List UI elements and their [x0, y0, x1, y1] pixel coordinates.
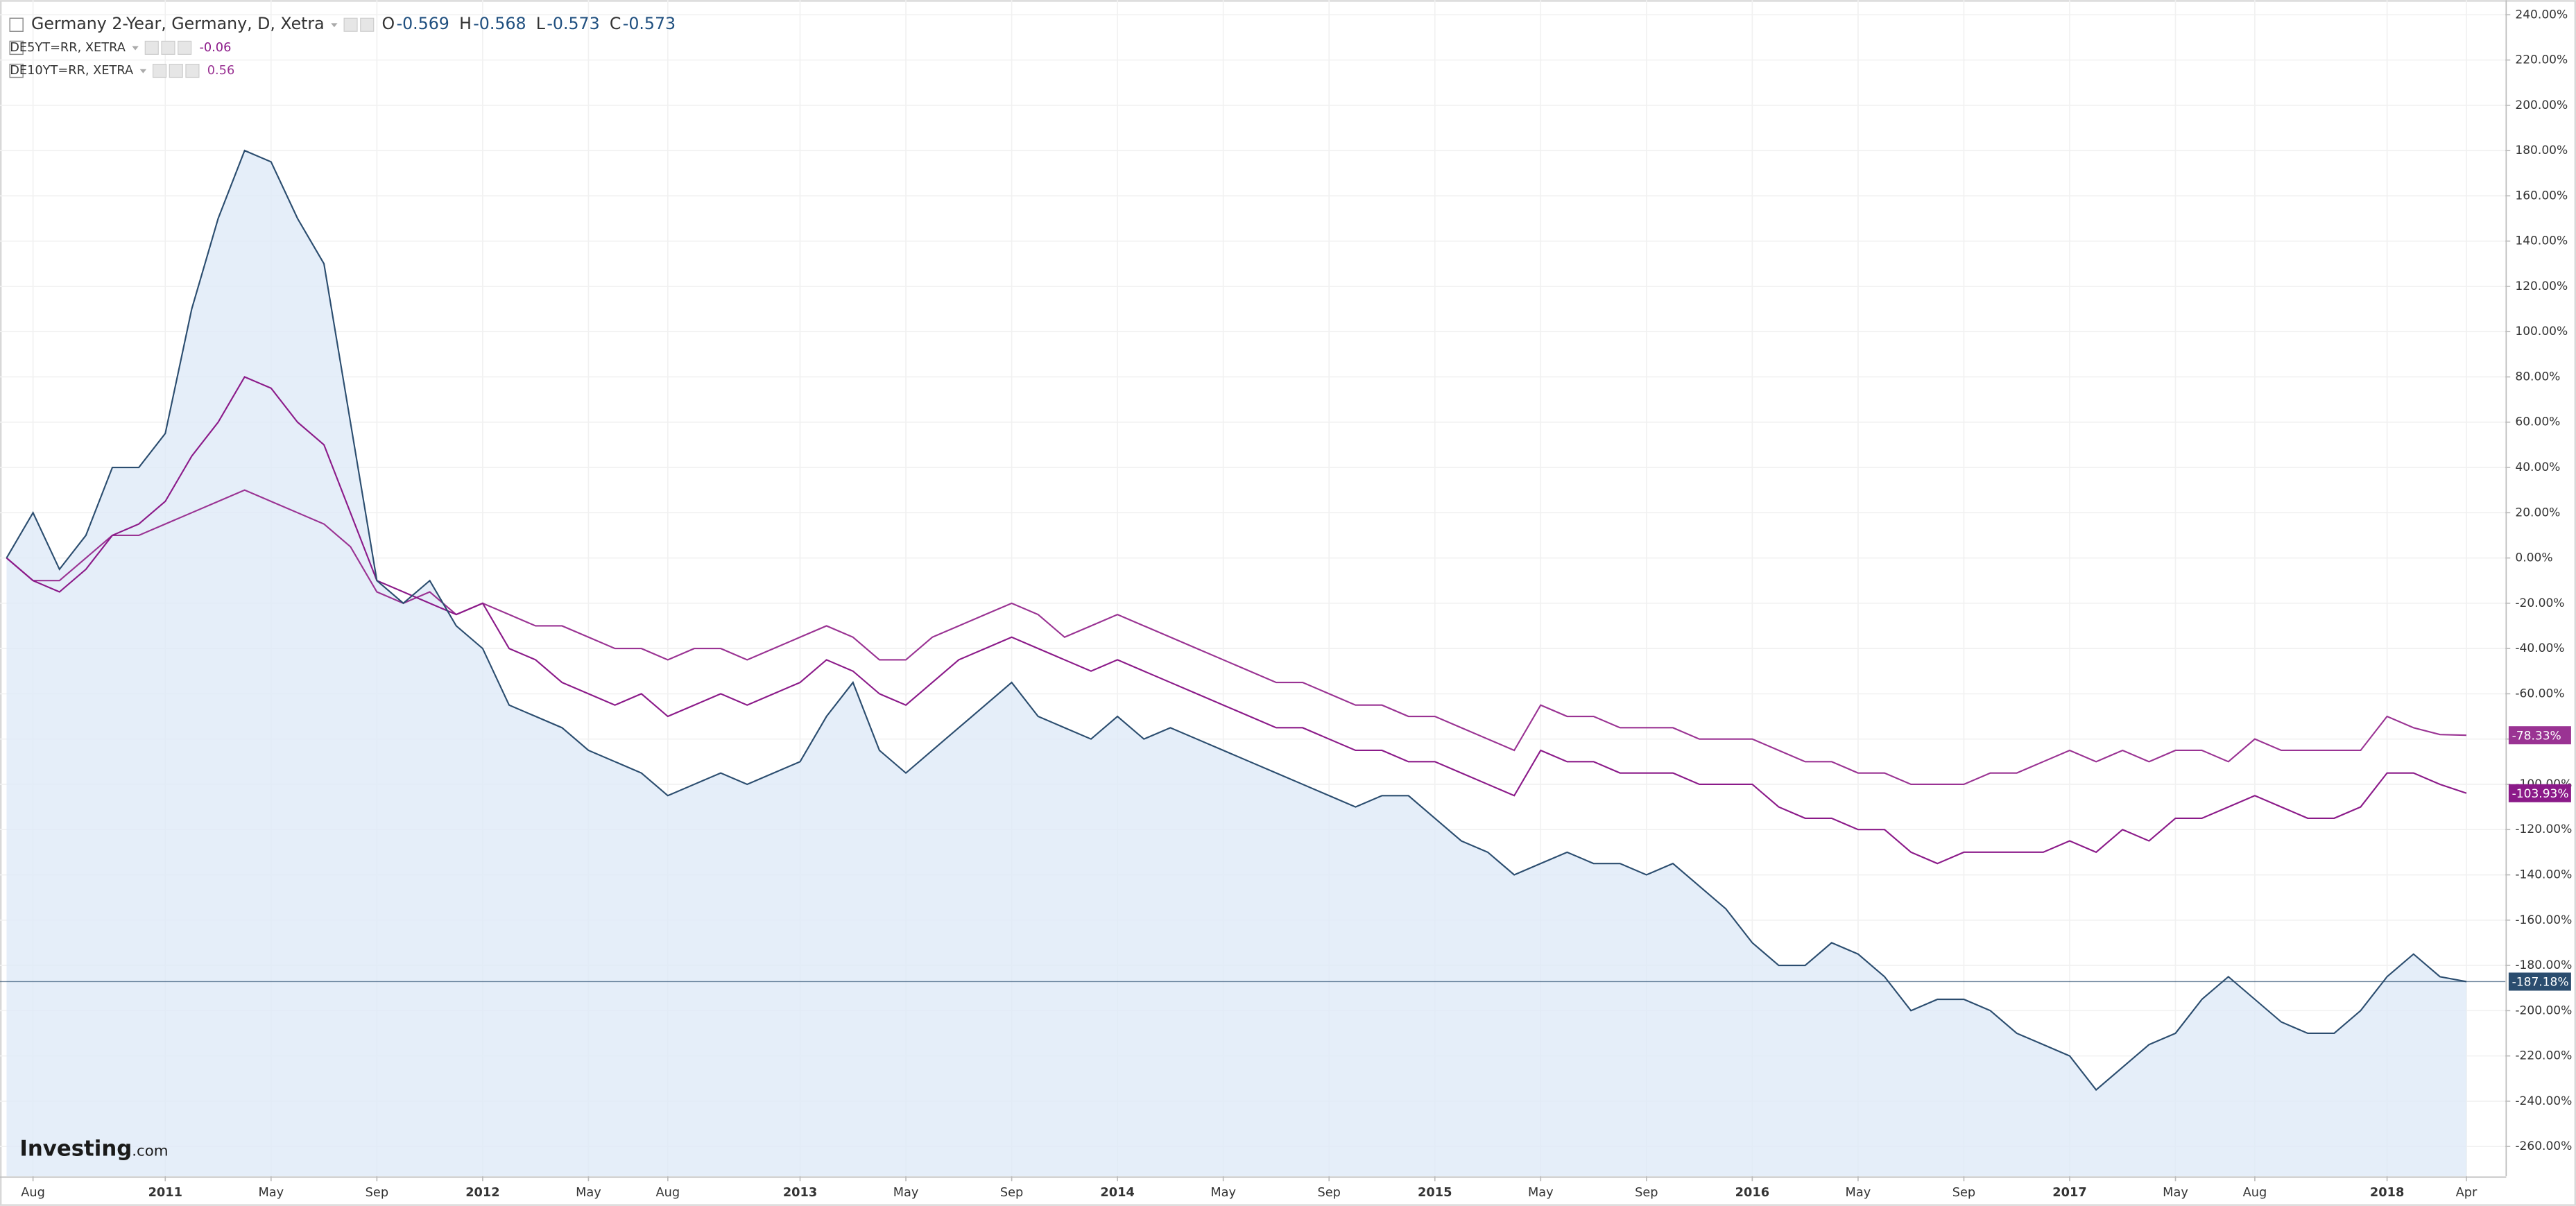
- legend-name: Germany 2-Year, Germany, D, Xetra: [31, 14, 325, 33]
- x-tick-label: Aug: [656, 1186, 680, 1200]
- x-tick-label: Aug: [21, 1186, 45, 1200]
- legend-value: -0.06: [199, 41, 231, 55]
- legend-button[interactable]: [343, 17, 358, 32]
- y-tick-label: -20.00%: [2515, 596, 2564, 610]
- y-tick-label: -120.00%: [2515, 822, 2572, 836]
- y-tick-label: -40.00%: [2515, 641, 2564, 655]
- y-tick-label: 240.00%: [2515, 8, 2568, 21]
- y-tick-label: 40.00%: [2515, 460, 2560, 474]
- x-tick-label: 2013: [783, 1186, 817, 1200]
- end-label-box: [2508, 784, 2571, 802]
- end-label-box: [2508, 972, 2571, 991]
- x-tick-label: May: [2163, 1186, 2188, 1200]
- legend-button[interactable]: [169, 63, 183, 78]
- series-area: [6, 150, 2467, 1177]
- y-tick-label: 60.00%: [2515, 415, 2560, 429]
- x-tick-label: Sep: [366, 1186, 388, 1200]
- x-tick-label: Sep: [1952, 1186, 1975, 1200]
- legend-value: 0.56: [207, 64, 235, 78]
- ohlc-label: H: [459, 14, 472, 33]
- x-tick-label: 2018: [2370, 1186, 2404, 1200]
- legend-name: DE10YT=RR, XETRA: [10, 64, 133, 78]
- x-tick-label: 2014: [1100, 1186, 1134, 1200]
- ohlc-value: -0.569: [397, 14, 449, 33]
- series-line: [6, 149, 2467, 1092]
- x-tick-label: Aug: [2243, 1186, 2267, 1200]
- axes: 240.00% 220.00% 200.00% 180.00% 160.00% 140.0…: [21, 8, 2572, 1200]
- dropdown-icon: [132, 46, 139, 51]
- legend-button[interactable]: [360, 17, 375, 32]
- collapse-icon: [9, 17, 24, 32]
- watermark-suffix: .com: [132, 1143, 168, 1160]
- x-tick-label: May: [1210, 1186, 1236, 1200]
- ohlc-label: L: [536, 14, 546, 33]
- legend: Germany 2-Year, Germany, D, Xetra O -0.569…: [9, 14, 676, 78]
- end-label: -103.93%: [2512, 787, 2569, 801]
- y-tick-label: 220.00%: [2515, 53, 2568, 67]
- watermark: Investing .com: [19, 1137, 168, 1162]
- ohlc-label: C: [610, 14, 621, 33]
- watermark-text: Investing: [19, 1137, 132, 1162]
- y-tick-label: 200.00%: [2515, 98, 2568, 112]
- x-tick-label: 2012: [465, 1186, 499, 1200]
- y-tick-label: -180.00%: [2515, 958, 2572, 972]
- series-line: [6, 376, 2467, 865]
- y-tick-label: 160.00%: [2515, 189, 2568, 203]
- y-tick-label: -60.00%: [2515, 687, 2564, 700]
- y-tick-label: -140.00%: [2515, 868, 2572, 881]
- x-tick-label: May: [576, 1186, 601, 1200]
- y-tick-label: 20.00%: [2515, 506, 2560, 519]
- x-tick-label: Apr: [2456, 1186, 2478, 1200]
- legend-button[interactable]: [185, 63, 200, 78]
- y-tick-label: -220.00%: [2515, 1049, 2572, 1063]
- y-tick-label: 80.00%: [2515, 370, 2560, 384]
- y-tick-label: 100.00%: [2515, 325, 2568, 338]
- end-label: -78.33%: [2512, 729, 2561, 743]
- x-tick-label: May: [1528, 1186, 1554, 1200]
- legend-button[interactable]: [178, 40, 192, 55]
- legend-button[interactable]: [144, 40, 159, 55]
- y-tick-label: 140.00%: [2515, 234, 2568, 248]
- ohlc-label: O: [382, 14, 395, 33]
- end-label-box: [2508, 726, 2571, 745]
- x-tick-label: 2011: [148, 1186, 182, 1200]
- x-tick-label: May: [258, 1186, 284, 1200]
- x-tick-label: 2016: [1735, 1186, 1769, 1200]
- x-tick-label: Sep: [1317, 1186, 1340, 1200]
- collapse-icon: [9, 40, 24, 55]
- collapse-icon: [9, 63, 24, 78]
- y-tick-label: 180.00%: [2515, 144, 2568, 157]
- ohlc-value: -0.573: [623, 14, 676, 33]
- end-label: -187.18%: [2512, 976, 2569, 990]
- legend-button[interactable]: [152, 63, 167, 78]
- y-tick-label: 120.00%: [2515, 279, 2568, 293]
- ohlc-value: -0.568: [473, 14, 526, 33]
- y-tick-label: -200.00%: [2515, 1003, 2572, 1017]
- x-tick-label: Sep: [1000, 1186, 1023, 1200]
- dropdown-icon: [139, 69, 147, 74]
- plot-area: [0, 149, 2506, 1177]
- x-tick-label: Sep: [1635, 1186, 1658, 1200]
- dropdown-icon: [331, 23, 338, 28]
- ohlc-value: -0.573: [547, 14, 599, 33]
- x-tick-label: May: [1846, 1186, 1871, 1200]
- y-tick-label: 0.00%: [2515, 551, 2552, 565]
- y-tick-label: -240.00%: [2515, 1094, 2572, 1108]
- legend-button[interactable]: [161, 40, 175, 55]
- x-tick-label: May: [893, 1186, 919, 1200]
- y-tick-label: -260.00%: [2515, 1139, 2572, 1153]
- x-tick-label: 2017: [2052, 1186, 2086, 1200]
- y-tick-label: -160.00%: [2515, 913, 2572, 927]
- legend-name: DE5YT=RR, XETRA: [10, 41, 126, 55]
- x-tick-label: 2015: [1418, 1186, 1452, 1200]
